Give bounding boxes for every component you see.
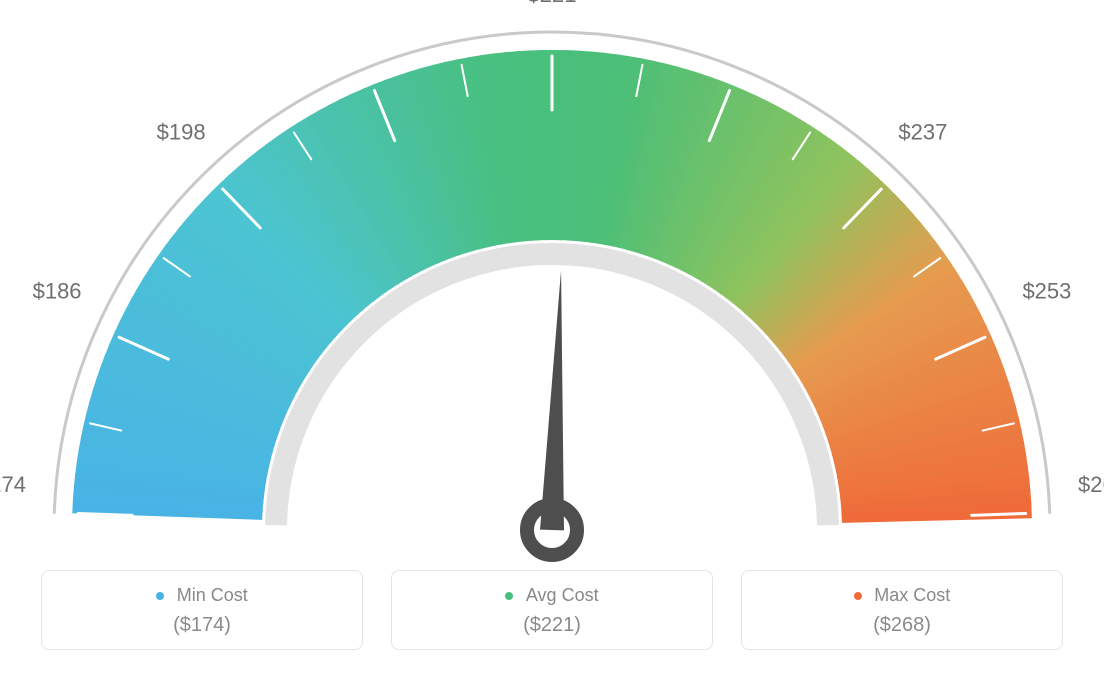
legend-label-max: Max Cost [874,585,950,605]
legend-label-avg: Avg Cost [526,585,599,605]
legend-value-min: ($174) [42,614,362,637]
gauge-chart: $174 $186 $198 $221 $237 $253 $268 [0,0,1104,570]
legend-card-max: Max Cost ($268) [741,570,1063,650]
svg-text:$237: $237 [898,120,947,145]
svg-text:$186: $186 [33,278,82,303]
legend-dot-avg [505,592,513,600]
legend-row: Min Cost ($174) Avg Cost ($221) Max Cost… [0,570,1104,650]
legend-card-avg: Avg Cost ($221) [391,570,713,650]
svg-text:$268: $268 [1078,472,1104,497]
legend-card-min: Min Cost ($174) [41,570,363,650]
svg-text:$221: $221 [528,0,577,7]
legend-dot-min [156,592,164,600]
svg-text:$253: $253 [1022,278,1071,303]
svg-text:$198: $198 [157,120,206,145]
svg-text:$174: $174 [0,472,26,497]
legend-dot-max [854,592,862,600]
legend-value-avg: ($221) [392,614,712,637]
legend-value-max: ($268) [742,614,1062,637]
legend-label-min: Min Cost [177,585,248,605]
gauge-svg: $174 $186 $198 $221 $237 $253 $268 [0,0,1104,570]
